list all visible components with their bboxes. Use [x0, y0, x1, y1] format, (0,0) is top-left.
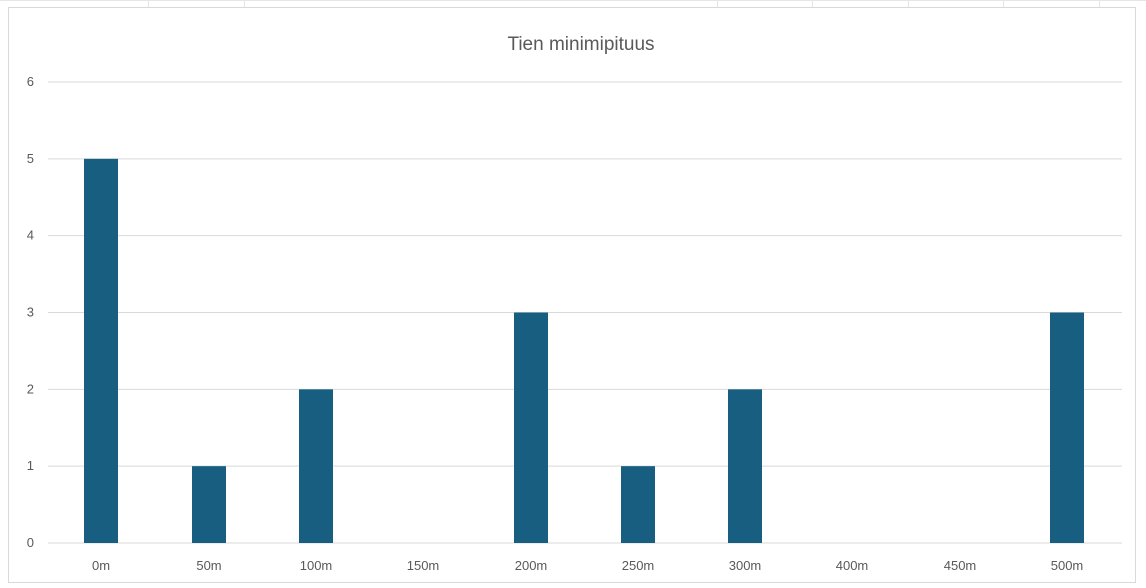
chart-title: Tien minimipituus — [507, 34, 654, 55]
bars — [84, 158, 1084, 544]
bar-100m[interactable] — [299, 389, 333, 543]
sheet-gridline — [244, 0, 245, 8]
x-tick-label: 450m — [944, 558, 977, 573]
y-tick-label: 1 — [27, 458, 34, 473]
bar-300m[interactable] — [728, 389, 762, 543]
sheet-gridline — [717, 0, 718, 8]
x-axis-ticks: 0m 50m 100m 150m 200m 250m 300m 400m 450m 500m — [92, 558, 1083, 573]
y-tick-label: 5 — [27, 151, 34, 166]
x-tick-label: 0m — [92, 558, 110, 573]
y-tick-label: 2 — [27, 381, 34, 396]
x-tick-label: 150m — [407, 558, 440, 573]
sheet-gridline — [148, 0, 149, 8]
y-axis-ticks: 0 1 2 3 4 5 6 — [27, 74, 34, 550]
sheet-gridline — [812, 0, 813, 8]
x-tick-label: 300m — [729, 558, 762, 573]
bar-250m[interactable] — [621, 466, 655, 543]
sheet-gridline — [908, 0, 909, 8]
x-tick-label: 500m — [1051, 558, 1084, 573]
y-tick-label: 4 — [27, 228, 34, 243]
gridlines — [48, 81, 1122, 544]
sheet-gridline — [1003, 0, 1004, 8]
sheet-gridline — [1099, 0, 1100, 8]
bar-500m[interactable] — [1050, 312, 1084, 544]
bar-50m[interactable] — [192, 466, 226, 543]
sheet-gridline — [0, 0, 1146, 1]
x-tick-label: 50m — [196, 558, 221, 573]
x-tick-label: 250m — [622, 558, 655, 573]
x-tick-label: 100m — [300, 558, 333, 573]
y-tick-label: 0 — [27, 535, 34, 550]
x-tick-label: 200m — [515, 558, 548, 573]
x-tick-label: 400m — [836, 558, 869, 573]
bar-0m[interactable] — [84, 158, 118, 544]
y-tick-label: 3 — [27, 305, 34, 320]
bar-200m[interactable] — [514, 312, 548, 544]
y-tick-label: 6 — [27, 74, 34, 89]
